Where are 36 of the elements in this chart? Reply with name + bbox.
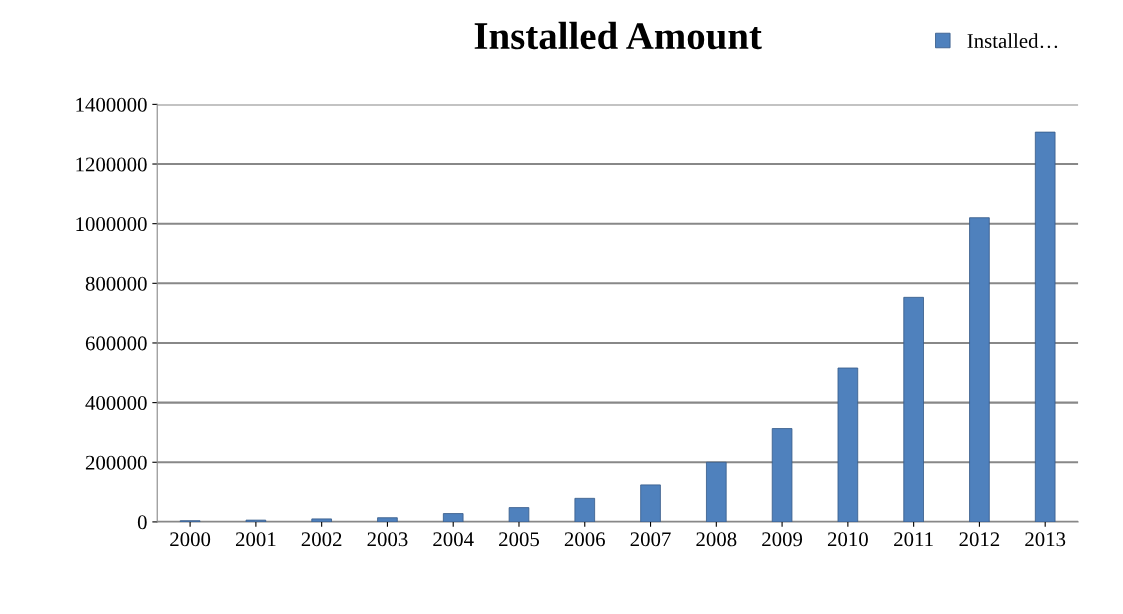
- x-tick-label: 2008: [696, 532, 737, 547]
- bar: [311, 518, 332, 522]
- bar: [1034, 131, 1056, 522]
- x-tick-label: 2009: [762, 532, 803, 547]
- x-tick-label: 2004: [433, 532, 474, 547]
- x-tick-label: 2013: [1025, 532, 1066, 547]
- bar: [508, 507, 530, 522]
- bar: [969, 217, 990, 522]
- bar: [837, 367, 859, 522]
- x-tick-label: 2002: [301, 532, 342, 547]
- x-tick-label: 2012: [959, 532, 1000, 547]
- chart-title: Installed Amount: [474, 21, 762, 50]
- y-tick-label: 600000: [85, 336, 147, 351]
- x-tick-label: 2003: [367, 532, 408, 547]
- legend-label: Installed…: [967, 33, 1058, 49]
- bar: [377, 517, 398, 522]
- y-tick-label: 1200000: [76, 157, 147, 172]
- y-tick-label: 1000000: [76, 217, 147, 232]
- x-tick-label: 2006: [564, 532, 605, 547]
- y-tick-label: 1400000: [76, 97, 147, 112]
- y-tick-label: 0: [137, 515, 147, 530]
- bar: [706, 461, 727, 522]
- y-tick-label: 200000: [85, 455, 147, 470]
- x-tick-label: 2000: [170, 532, 211, 547]
- bar: [771, 428, 793, 522]
- x-tick-label: 2011: [894, 532, 933, 547]
- y-tick-label: 400000: [85, 395, 147, 411]
- bar: [574, 497, 596, 522]
- y-tick-label: 800000: [85, 276, 147, 291]
- x-tick-label: 2005: [499, 532, 540, 547]
- x-tick-label: 2001: [235, 532, 276, 547]
- bar: [442, 513, 464, 522]
- bar: [903, 296, 924, 522]
- x-tick-label: 2010: [827, 532, 868, 547]
- bar: [640, 484, 661, 522]
- x-tick-label: 2007: [630, 532, 671, 547]
